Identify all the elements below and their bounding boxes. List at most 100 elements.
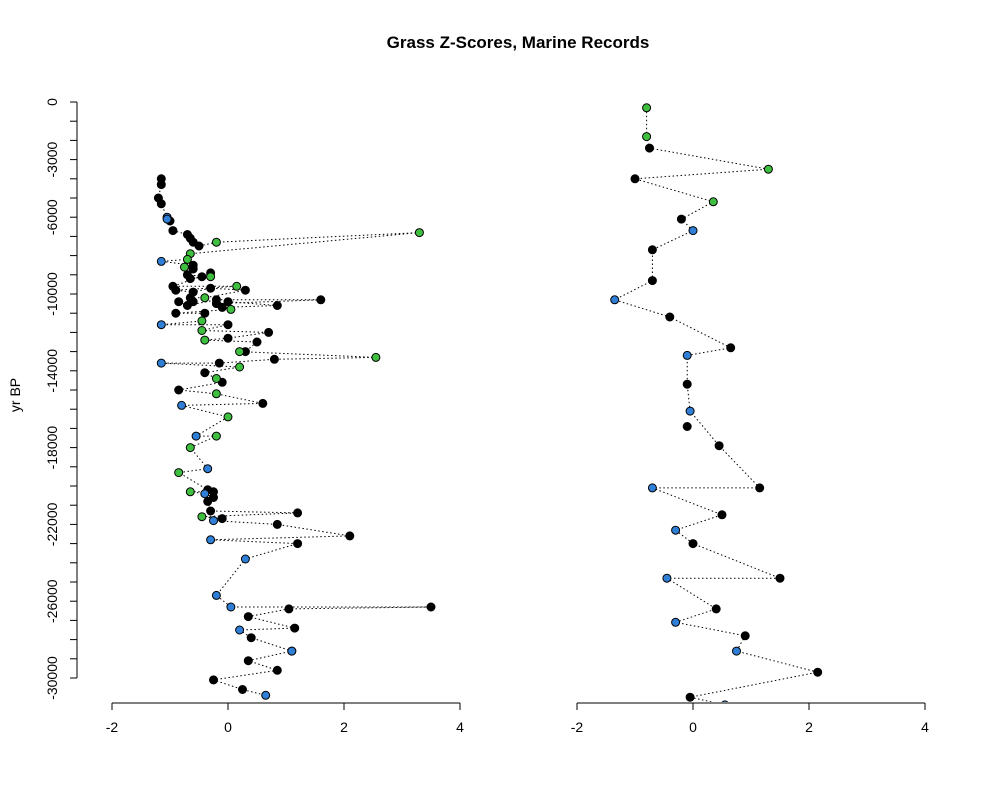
right-black-point [711,604,721,614]
left-black-point [223,320,233,330]
y-axis-label: yr BP [7,378,23,412]
left-blue-point [156,256,166,266]
left-black-point [272,301,282,310]
left-black-point [194,241,204,251]
right-blue-point [647,483,657,493]
left-green-point [197,512,207,522]
left-black-point [426,602,436,612]
left-green-point [235,362,245,372]
right-blue-point [732,646,741,656]
right-black-point [813,667,823,677]
left-black-point [272,519,282,529]
left-green-point [226,304,236,314]
right-panel-connector-line [613,107,818,702]
right-green-point [642,132,652,142]
left-black-point [209,675,218,685]
right-blue-point [610,295,620,305]
left-blue-point [287,646,297,656]
right-blue-point [721,700,729,702]
left-green-point [371,352,381,362]
right-black-point [685,692,695,702]
left-green-point [211,431,221,441]
left-black-point [243,656,253,666]
right-black-point [714,441,724,451]
left-blue-point [226,602,236,612]
left-black-point [290,623,300,633]
left-blue-point [203,464,213,474]
y-tick-label: -14000 [44,349,60,393]
right-blue-point [671,617,681,627]
left-black-point [345,531,355,541]
right-green-point [708,197,718,207]
left-black-point [197,272,207,282]
left-black-point [200,308,210,318]
right-black-point [676,214,686,224]
left-blue-point [156,358,166,368]
right-x-tick-label: -2 [571,719,584,735]
right-x-tick-label: 0 [689,719,697,735]
right-blue-point [688,226,698,236]
y-tick-label: -22000 [44,502,60,546]
left-green-point [211,237,221,247]
right-black-point [764,714,772,722]
left-green-point [211,374,221,383]
left-black-point [284,604,294,614]
left-black-point [168,226,178,236]
y-tick-label: -10000 [44,272,60,316]
left-black-point [214,358,224,368]
left-green-point [232,281,242,291]
right-black-point [647,245,657,255]
left-black-point [206,506,216,516]
right-blue-point [718,728,726,736]
y-tick-label: 0 [44,98,60,106]
left-black-point [223,333,233,343]
left-black-point [246,633,256,643]
y-tick-label: -6000 [44,199,60,235]
right-black-point [755,483,765,493]
left-black-point [217,302,227,312]
left-green-point [180,262,189,272]
left-green-point [182,254,192,264]
left-black-point [316,295,326,305]
left-green-point [197,316,207,326]
left-green-point [211,389,221,399]
left-black-point [156,180,166,190]
left-black-point [156,199,166,209]
right-black-point [647,276,657,286]
left-black-point [293,539,303,549]
left-green-point [185,487,195,497]
left-green-point [200,293,210,303]
left-green-point [197,326,207,335]
right-blue-point [685,406,695,416]
left-blue-point [200,489,210,499]
left-blue-point [156,320,166,330]
data-points-layer [153,103,823,736]
left-black-point [252,337,262,347]
left-black-point [182,301,192,310]
right-blue-point [682,350,692,360]
left-black-point [174,297,184,307]
left-x-tick-label: 4 [456,719,464,735]
left-black-point [269,354,279,364]
left-black-point [209,487,218,497]
left-black-point [238,685,247,694]
right-black-point [726,343,736,353]
left-green-point [174,468,184,478]
left-green-point [414,228,424,238]
connector-lines-layer [157,107,818,702]
left-black-point [293,508,303,518]
left-x-tick-label: 0 [224,719,232,735]
right-green-point [763,164,773,174]
y-tick-label: -30000 [44,656,60,700]
left-black-point [264,327,274,337]
left-black-point [200,368,210,378]
left-blue-point [261,690,271,700]
left-black-point [258,398,268,408]
left-green-point [206,272,216,282]
left-blue-point [240,554,250,564]
right-x-tick-label: 4 [921,719,929,735]
right-black-point [688,539,698,549]
left-black-point [188,264,198,274]
